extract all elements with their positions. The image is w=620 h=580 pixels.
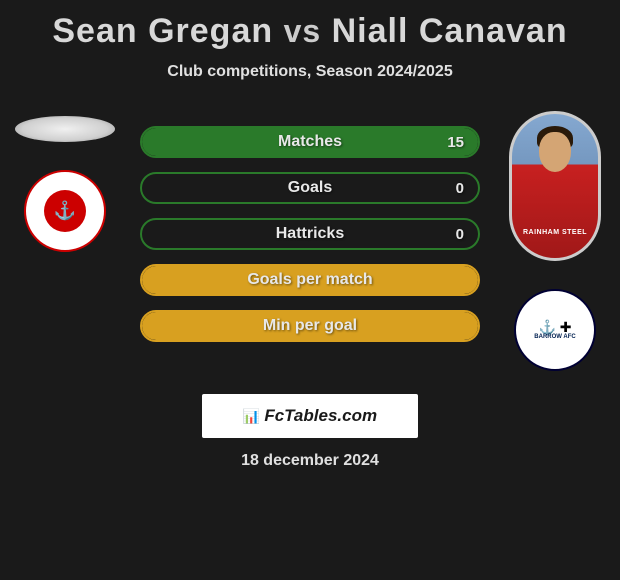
badge-detail-icon: ⚓ (54, 201, 76, 222)
stat-value: 0 (456, 180, 464, 197)
subtitle: Club competitions, Season 2024/2025 (0, 63, 620, 81)
stat-label: Goals per match (142, 271, 478, 289)
stat-label: Goals (142, 179, 478, 197)
stat-value: 0 (456, 226, 464, 243)
player2-photo: RAINHAM STEEL (509, 111, 601, 261)
player1-avatar-placeholder (15, 116, 115, 142)
left-column: ⚓ (10, 111, 120, 252)
chart-icon: 📊 (243, 408, 260, 425)
player1-name: Sean Gregan (52, 12, 273, 50)
photo-head (539, 132, 571, 172)
right-column: RAINHAM STEEL ⚓ ✚ BARROW AFC (500, 111, 610, 371)
stat-label: Matches (142, 133, 478, 151)
comparison-title: Sean Gregan vs Niall Canavan (0, 0, 620, 51)
badge-text: BARROW AFC (534, 334, 575, 340)
stat-label: Hattricks (142, 225, 478, 243)
stat-bar-min-per-goal: Min per goal (140, 310, 480, 342)
stat-value: 15 (447, 134, 464, 151)
stat-bar-goals: Goals 0 (140, 172, 480, 204)
footer-logo: 📊 FcTables.com (202, 394, 418, 438)
date-text: 18 december 2024 (0, 452, 620, 470)
player1-club-badge: ⚓ (24, 170, 106, 252)
vs-text: vs (284, 13, 322, 49)
stats-container: Matches 15 Goals 0 Hattricks 0 Goals per… (140, 126, 480, 356)
player2-name: Niall Canavan (332, 12, 568, 50)
stat-label: Min per goal (142, 317, 478, 335)
stat-bar-hattricks: Hattricks 0 (140, 218, 480, 250)
logo-text: FcTables.com (264, 406, 377, 426)
stat-bar-goals-per-match: Goals per match (140, 264, 480, 296)
player2-club-badge: ⚓ ✚ BARROW AFC (514, 289, 596, 371)
badge-icons: ⚓ ✚ (538, 320, 571, 334)
shirt-sponsor-text: RAINHAM STEEL (512, 229, 598, 236)
stat-bar-matches: Matches 15 (140, 126, 480, 158)
